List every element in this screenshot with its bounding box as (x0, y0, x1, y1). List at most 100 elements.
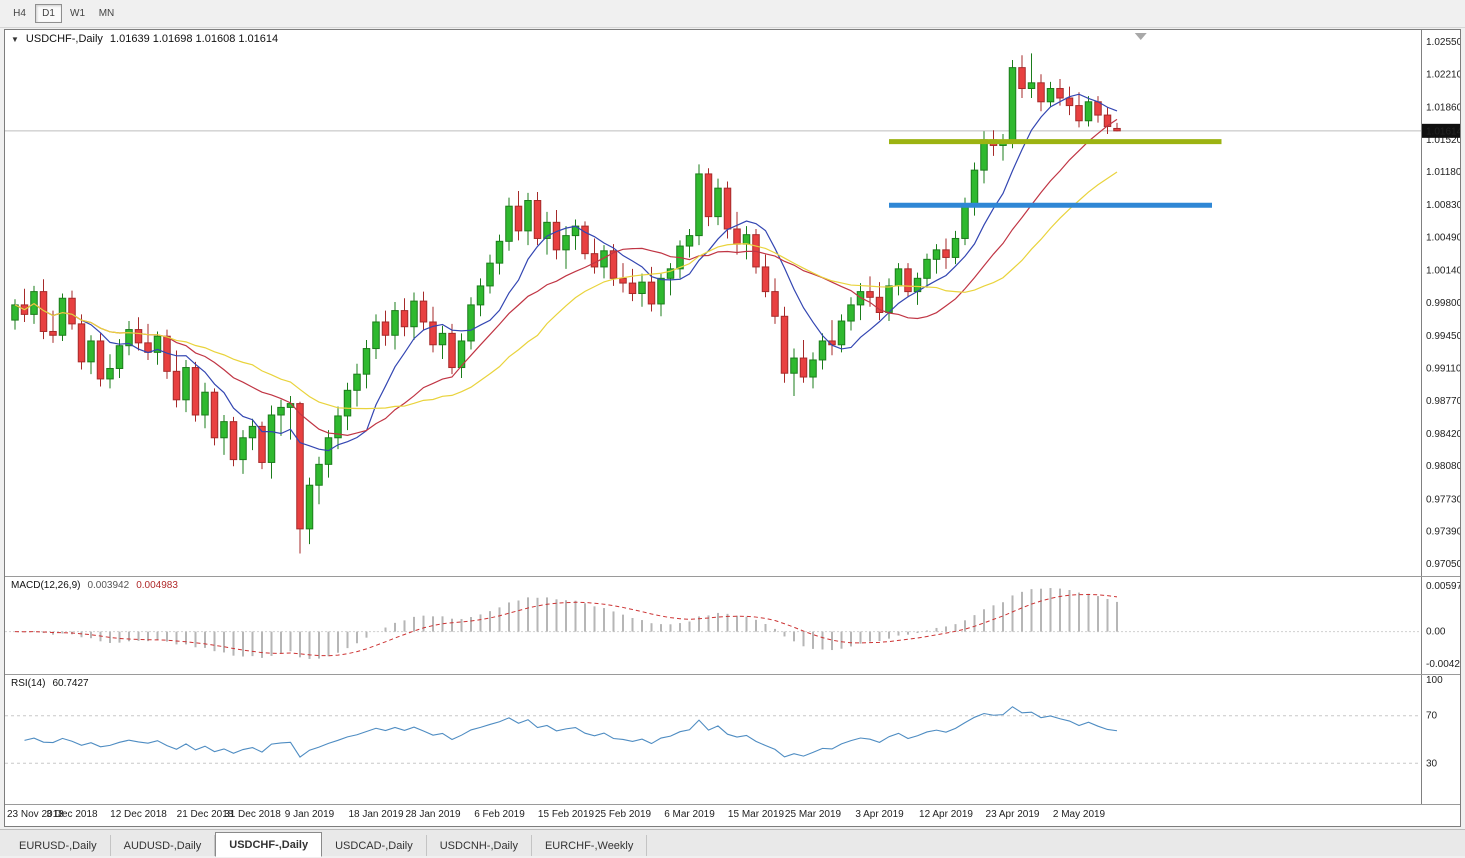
chart-menu-arrow-icon[interactable]: ▼ (11, 34, 19, 44)
candle-body (932, 249, 941, 260)
candle-body (172, 370, 181, 401)
candle-body (495, 240, 504, 264)
candle-body (818, 340, 827, 361)
timeframe-button-mn[interactable]: MN (98, 8, 115, 19)
date-axis[interactable]: 23 Nov 2018 3 Dec 2018 12 Dec 2018 21 Dec 2… (5, 805, 1460, 826)
candle-body (695, 173, 703, 237)
panel-splitter[interactable] (5, 804, 1460, 805)
price-tick-label: 1.01520 (1426, 135, 1460, 146)
macd-canvas[interactable]: 0.00597 0.00 -0.004243 (5, 577, 1460, 674)
price-axis[interactable] (1422, 30, 1460, 576)
tab-usdcad-daily[interactable]: USDCAD-,Daily (322, 835, 427, 856)
macd-tick-label: -0.004243 (1426, 659, 1460, 670)
candle-body (277, 406, 285, 416)
panel-splitter[interactable] (5, 674, 1460, 675)
candle-body (1075, 105, 1083, 122)
date-label: 18 Jan 2019 (348, 809, 404, 820)
timeframe-button-h4[interactable]: H4 (13, 8, 26, 19)
candle-body (410, 300, 418, 328)
ma-slow-line (14, 171, 1118, 410)
timeframe-button-w1[interactable]: W1 (70, 8, 85, 19)
candle-body (315, 463, 323, 486)
candle-body (467, 304, 475, 342)
candle-body (267, 414, 276, 463)
rsi-tick-label: 100 (1426, 675, 1443, 686)
candle-body (799, 357, 808, 378)
ma-fast-line (14, 93, 1118, 452)
date-label: 9 Jan 2019 (284, 809, 335, 820)
candle-body (866, 291, 874, 298)
candle-body (144, 342, 152, 353)
timeframe-button-d1[interactable]: D1 (35, 4, 62, 23)
candle-body (77, 323, 86, 363)
candle-body (334, 415, 342, 439)
candle-body (39, 291, 48, 332)
candle-body (647, 281, 656, 305)
macd-axis[interactable] (1422, 577, 1460, 674)
main-chart-canvas[interactable]: 1.02550 1.02210 1.01860 1.01520 1.01180 1.008… (5, 30, 1460, 576)
candle-body (856, 291, 865, 306)
candle-body (353, 373, 361, 391)
macd-signal-line (14, 593, 1118, 657)
candle-body (942, 249, 950, 258)
date-label: 23 Nov 2018 (7, 809, 64, 820)
price-tick-label: 1.01180 (1426, 167, 1460, 178)
candle-body (600, 250, 608, 268)
candle-body (742, 234, 751, 245)
price-tick-label: 0.98420 (1426, 429, 1460, 440)
candle-body (191, 367, 200, 416)
candle-body (381, 321, 390, 336)
candle-body (476, 285, 485, 306)
candle-body (704, 173, 713, 218)
timeframe-toolbar: H4 D1 W1 MN (0, 0, 1465, 28)
candle-body (761, 266, 770, 293)
candle-body (970, 169, 979, 207)
candle-body (1113, 127, 1121, 132)
price-tick-label: 0.97050 (1426, 559, 1460, 570)
rsi-axis[interactable] (1422, 675, 1460, 804)
candle-body (68, 297, 76, 325)
candle-body (362, 348, 371, 375)
date-label: 12 Apr 2019 (919, 809, 973, 820)
candle-body (904, 268, 912, 293)
price-tick-label: 1.00490 (1426, 233, 1460, 244)
date-label: 2 May 2019 (1052, 809, 1106, 820)
candle-body (248, 425, 257, 439)
candle-body (1018, 67, 1026, 90)
panel-splitter[interactable] (5, 576, 1460, 577)
tab-eurchf-weekly[interactable]: EURCHF-,Weekly (532, 835, 648, 856)
candle-body (581, 225, 589, 255)
candle-body (125, 329, 133, 347)
candle-body (562, 235, 570, 251)
rsi-canvas[interactable]: 100 70 30 (5, 675, 1460, 804)
main-chart-panel[interactable]: 1.02550 1.02210 1.01860 1.01520 1.01180 1.008… (5, 30, 1460, 576)
current-price-value: 1.01614 (1426, 126, 1460, 137)
candle-body (609, 250, 618, 279)
price-tick-label: 0.98770 (1426, 396, 1460, 407)
candle-body (980, 139, 988, 171)
candle-body (524, 200, 532, 232)
rsi-panel[interactable]: 100 70 30 RSI(14) 60.7427 (5, 675, 1460, 804)
tab-eurusd-daily[interactable]: EURUSD-,Daily (6, 835, 111, 856)
candle-body (419, 300, 428, 323)
candle-body (590, 253, 599, 268)
price-tick-label: 0.97730 (1426, 494, 1460, 505)
price-tick-label: 1.00830 (1426, 200, 1460, 211)
candle-body (685, 235, 694, 247)
date-label: 15 Mar 2019 (727, 809, 785, 820)
candle-body (875, 296, 884, 313)
tab-usdcnh-daily[interactable]: USDCNH-,Daily (427, 835, 532, 856)
candle-body (134, 329, 143, 344)
candle-body (733, 228, 741, 245)
tab-audusd-daily[interactable]: AUDUSD-,Daily (111, 835, 216, 856)
tab-usdchf-daily[interactable]: USDCHF-,Daily (215, 832, 323, 857)
candle-body (400, 310, 409, 328)
date-label: 3 Apr 2019 (855, 809, 904, 820)
rsi-tick-label: 70 (1426, 711, 1438, 722)
chart-shift-marker[interactable] (1134, 33, 1147, 40)
chart-tab-bar: EURUSD-,Daily AUDUSD-,Daily USDCHF-,Daily U… (0, 829, 1465, 857)
candle-body (429, 321, 437, 346)
candle-body (115, 345, 124, 369)
candle-body (1084, 101, 1093, 122)
